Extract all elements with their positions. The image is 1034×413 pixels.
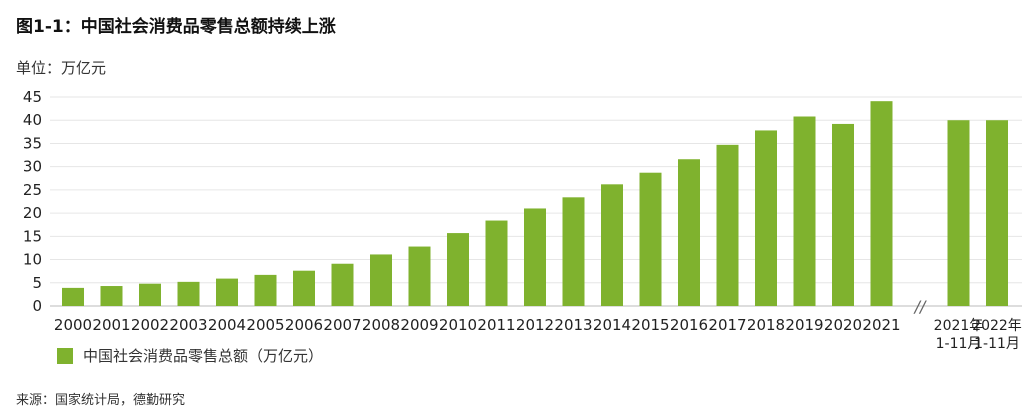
bar: [793, 116, 816, 306]
bar: [293, 270, 315, 306]
x-tick-label: 2003: [169, 316, 207, 334]
bar: [139, 283, 161, 306]
bar: [177, 281, 200, 306]
bar: [601, 184, 623, 306]
bar: [331, 263, 354, 306]
x-tick-label: 2013: [554, 316, 592, 334]
bar: [947, 120, 970, 306]
x-tick-label: 2008: [362, 316, 400, 334]
bar: [562, 197, 585, 306]
legend-label: 中国社会消费品零售总额（万亿元）: [83, 347, 324, 365]
y-tick-label: 15: [23, 227, 42, 245]
x-tick-label: 2015: [631, 316, 669, 334]
bar: [524, 208, 546, 306]
bar: [639, 172, 662, 306]
x-tick-label: 2004: [208, 316, 246, 334]
x-tick-label: 2010: [439, 316, 477, 334]
axis-break-mark: //: [913, 297, 927, 316]
bar: [678, 159, 700, 306]
x-tick-label: 2005: [246, 316, 284, 334]
bar: [755, 130, 777, 306]
bar: [100, 286, 123, 306]
y-tick-label: 20: [23, 204, 42, 222]
y-tick-label: 45: [23, 88, 42, 106]
x-tick-label: 2019: [785, 316, 823, 334]
x-tick-label: 2014: [593, 316, 631, 334]
x-tick-label: 2016: [670, 316, 708, 334]
x-tick-label: 2007: [323, 316, 361, 334]
grid-lines: [50, 96, 1022, 307]
x-tick-label: 1-11月: [974, 336, 1020, 352]
x-tick-label: 2009: [400, 316, 438, 334]
bar: [986, 120, 1008, 306]
x-tick-label: 2001: [92, 316, 130, 334]
x-tick-label: 2021年: [934, 318, 984, 334]
legend-swatch: [57, 347, 73, 364]
y-tick-label: 40: [23, 111, 42, 129]
bar: [447, 233, 469, 306]
x-tick-label: 2006: [285, 316, 323, 334]
x-tick-label: 2022年: [972, 318, 1022, 334]
y-tick-label: 25: [23, 181, 42, 199]
unit-label: 单位：万亿元: [16, 59, 107, 77]
y-tick-label: 5: [32, 274, 42, 292]
bar: [62, 287, 84, 306]
x-tick-label: 2002: [131, 316, 169, 334]
bar: [870, 101, 893, 307]
x-tick-label: 1-11月: [936, 336, 982, 352]
legend: 中国社会消费品零售总额（万亿元）: [57, 345, 323, 366]
bar: [370, 254, 392, 306]
y-axis-ticks: 0 5 10 15 20 25 30 35 40 45: [23, 88, 42, 315]
bar: [832, 123, 854, 306]
y-tick-label: 0: [32, 297, 42, 315]
bar: [216, 278, 238, 306]
axis-break: //: [913, 297, 927, 316]
bar: [254, 274, 277, 306]
y-tick-label: 35: [23, 134, 42, 152]
x-tick-label: 2020: [824, 316, 862, 334]
bars: [62, 101, 1008, 307]
x-tick-label: 2021: [862, 316, 900, 334]
x-tick-label: 2011: [477, 316, 515, 334]
chart-title: 图1-1：中国社会消费品零售总额持续上涨: [16, 17, 336, 37]
x-tick-label: 2000: [54, 316, 92, 334]
x-tick-label: 2017: [708, 316, 746, 334]
x-tick-label: 2018: [747, 316, 785, 334]
x-axis-ticks: 2000 2001 2002 2003 2004 2005 2006 2007 2008 2009…: [54, 316, 1022, 352]
bar: [485, 220, 508, 306]
source-note: 来源：国家统计局，德勤研究: [16, 393, 186, 408]
y-tick-label: 30: [23, 158, 42, 176]
bar: [408, 246, 431, 306]
x-tick-label: 2012: [516, 316, 554, 334]
y-tick-label: 10: [23, 251, 42, 269]
bar: [716, 144, 739, 306]
